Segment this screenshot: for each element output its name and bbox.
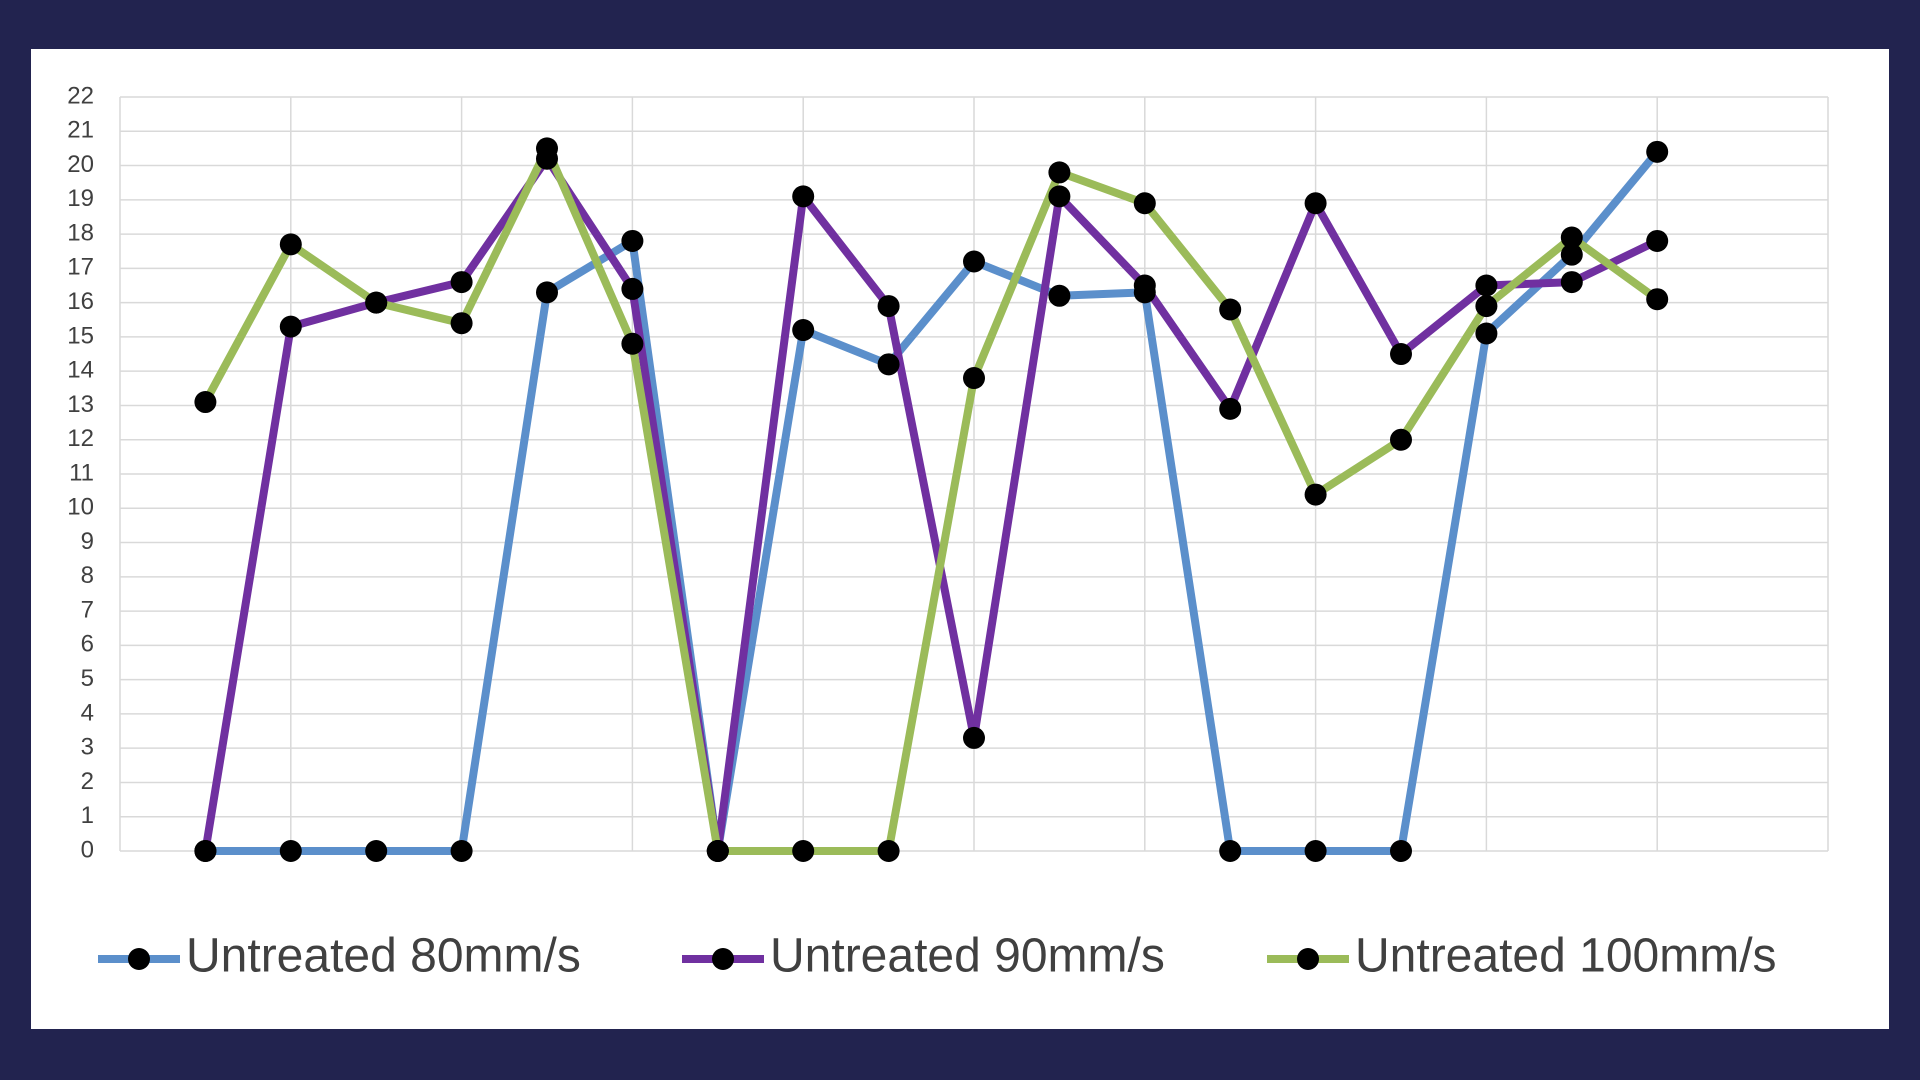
y-tick-label: 0 bbox=[81, 836, 94, 863]
data-point bbox=[1390, 428, 1412, 451]
y-tick-label: 17 bbox=[67, 254, 94, 281]
data-point bbox=[365, 291, 388, 314]
data-point bbox=[279, 233, 302, 256]
data-point bbox=[450, 840, 473, 862]
y-tick-label: 13 bbox=[67, 391, 94, 418]
data-point bbox=[1646, 229, 1669, 252]
data-point bbox=[1560, 226, 1583, 249]
data-point bbox=[1304, 840, 1327, 862]
y-tick-label: 3 bbox=[81, 734, 94, 761]
y-tick-label: 11 bbox=[69, 459, 94, 486]
data-point bbox=[963, 367, 985, 390]
data-point bbox=[792, 319, 815, 342]
data-point bbox=[706, 840, 729, 862]
series-line bbox=[201, 154, 1659, 855]
chart-panel bbox=[31, 49, 1889, 1029]
y-tick-label: 15 bbox=[67, 322, 94, 349]
data-point bbox=[1219, 397, 1242, 420]
y-tick-label: 21 bbox=[67, 117, 94, 144]
data-point bbox=[963, 726, 985, 749]
data-point bbox=[1048, 161, 1071, 184]
series-line bbox=[205, 149, 1661, 855]
data-point bbox=[1133, 192, 1156, 215]
data-point bbox=[536, 137, 558, 160]
y-tick-label: 12 bbox=[67, 425, 94, 452]
data-point bbox=[194, 840, 217, 862]
data-point bbox=[1560, 271, 1583, 294]
data-point bbox=[621, 332, 644, 355]
data-point bbox=[450, 271, 473, 294]
legend-marker bbox=[1297, 948, 1319, 970]
data-point bbox=[1646, 288, 1669, 311]
y-tick-label: 9 bbox=[81, 528, 94, 555]
legend-item: Untreated 80mm/s bbox=[98, 930, 581, 983]
y-tick-label: 22 bbox=[67, 82, 94, 109]
data-point bbox=[621, 229, 644, 252]
y-tick-label: 1 bbox=[81, 802, 94, 829]
y-tick-label: 7 bbox=[81, 596, 94, 623]
data-point bbox=[450, 312, 473, 335]
y-tick-label: 19 bbox=[67, 185, 94, 212]
legend-item: Untreated 90mm/s bbox=[682, 930, 1165, 983]
y-tick-label: 5 bbox=[81, 665, 94, 692]
y-tick-label: 2 bbox=[81, 768, 94, 795]
data-point bbox=[1048, 284, 1071, 307]
legend-marker bbox=[712, 948, 734, 970]
data-point bbox=[1304, 192, 1327, 215]
data-point bbox=[1133, 274, 1156, 297]
data-point bbox=[536, 281, 558, 304]
data-point bbox=[1219, 298, 1242, 321]
legend-marker bbox=[128, 948, 150, 970]
data-point bbox=[279, 315, 302, 338]
y-tick-label: 10 bbox=[67, 494, 94, 521]
data-point bbox=[1475, 322, 1498, 345]
y-tick-label: 6 bbox=[81, 631, 94, 658]
legend-item: Untreated 100mm/s bbox=[1267, 930, 1777, 983]
data-point bbox=[621, 277, 644, 300]
data-point bbox=[792, 185, 815, 208]
data-point bbox=[877, 295, 900, 318]
y-tick-label: 16 bbox=[67, 288, 94, 315]
data-point bbox=[1646, 140, 1669, 163]
data-point bbox=[1219, 840, 1242, 862]
data-point bbox=[963, 250, 985, 273]
y-tick-label: 4 bbox=[81, 699, 94, 726]
data-point bbox=[279, 840, 302, 862]
y-tick-label: 18 bbox=[67, 219, 94, 246]
data-point bbox=[792, 840, 815, 862]
legend-label: Untreated 100mm/s bbox=[1355, 930, 1777, 983]
data-point bbox=[365, 840, 388, 862]
data-point bbox=[877, 840, 900, 862]
data-point bbox=[194, 391, 217, 414]
data-point bbox=[1304, 483, 1327, 506]
data-point bbox=[1048, 185, 1071, 208]
legend-label: Untreated 90mm/s bbox=[770, 930, 1165, 983]
data-point bbox=[1475, 295, 1498, 318]
y-tick-label: 20 bbox=[67, 151, 94, 178]
data-point bbox=[1390, 840, 1412, 862]
data-point bbox=[1560, 243, 1583, 266]
series-line bbox=[201, 144, 1660, 855]
data-point bbox=[877, 353, 900, 376]
data-point bbox=[1390, 343, 1412, 366]
y-tick-label: 8 bbox=[81, 562, 94, 589]
data-point bbox=[1475, 274, 1498, 297]
legend-label: Untreated 80mm/s bbox=[186, 930, 581, 983]
y-tick-label: 14 bbox=[67, 357, 94, 384]
